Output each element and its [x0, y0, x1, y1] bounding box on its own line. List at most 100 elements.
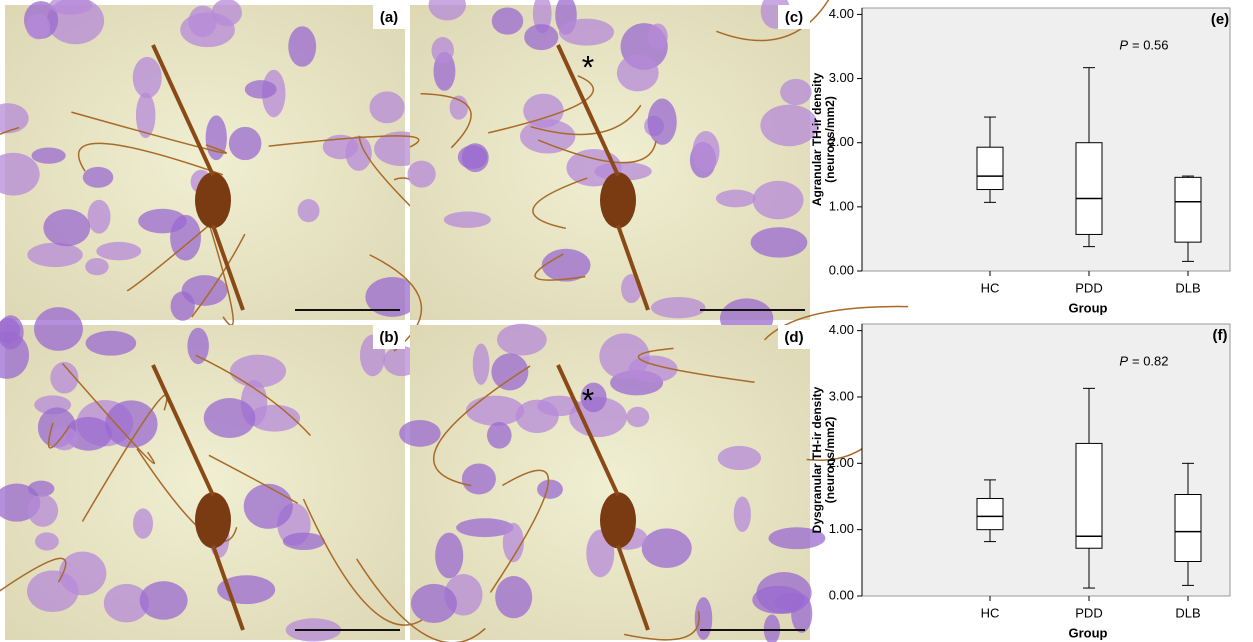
cell [695, 597, 712, 640]
cell [133, 57, 162, 98]
cell [35, 532, 59, 550]
box [1076, 143, 1102, 235]
p-value: = 0.56 [1132, 37, 1169, 52]
panel-label: (b) [379, 329, 398, 346]
cell [780, 79, 812, 105]
cell [648, 23, 668, 49]
cell [245, 80, 277, 98]
cell [204, 398, 256, 438]
figure: (a)(c)*(b)(d)*0.001.002.003.004.00Agranu… [0, 0, 1253, 642]
cell [28, 495, 58, 527]
cell [617, 54, 659, 91]
micrograph: (a) [0, 0, 469, 325]
cell [31, 147, 65, 163]
cell [431, 37, 453, 64]
cell [435, 533, 463, 579]
x-axis-title: Group [1069, 300, 1108, 315]
cell [407, 161, 435, 188]
x-tick-label: PDD [1075, 280, 1102, 295]
cell [188, 6, 216, 38]
cell [85, 258, 108, 275]
box [977, 147, 1003, 189]
box [1175, 177, 1201, 242]
box [977, 498, 1003, 529]
p-symbol: P [1119, 353, 1128, 368]
cell [140, 581, 188, 620]
cell [86, 331, 137, 356]
cell [487, 422, 512, 449]
cell [411, 584, 457, 623]
cell [133, 508, 153, 538]
cell [559, 19, 614, 46]
y-tick-label: 3.00 [829, 388, 854, 403]
cell [288, 26, 316, 67]
x-tick-label: HC [981, 605, 1000, 620]
cell [182, 275, 228, 306]
y-axis-title: Dysgranular TH-ir density [810, 386, 824, 533]
neuron [195, 492, 231, 548]
cell [26, 14, 50, 40]
cell [458, 145, 488, 169]
cell [369, 91, 404, 123]
cell [83, 167, 114, 188]
cell [43, 209, 90, 246]
cell [462, 463, 496, 494]
cell [27, 243, 82, 267]
cell [298, 199, 320, 222]
cell [734, 496, 751, 531]
y-tick-label: 1.00 [829, 198, 854, 213]
y-axis-title: (neurons/mm2) [823, 417, 837, 504]
panel-label: (e) [1211, 11, 1229, 28]
cell [753, 181, 804, 220]
cell [751, 227, 808, 257]
panel-label: (d) [784, 329, 803, 346]
panel-label: (a) [380, 9, 398, 26]
y-axis-title: Agranular TH-ir density [810, 73, 824, 207]
cell [651, 297, 705, 318]
panel-label: (f) [1213, 327, 1228, 344]
p-value: = 0.82 [1132, 353, 1169, 368]
cell [444, 211, 491, 227]
y-axis-title: (neurons/mm2) [823, 96, 837, 183]
cell [96, 242, 141, 260]
cell [399, 420, 441, 447]
x-tick-label: HC [981, 280, 1000, 295]
x-axis-title: Group [1069, 625, 1108, 640]
neuron [600, 172, 636, 228]
x-tick-label: DLB [1175, 280, 1200, 295]
y-tick-label: 0.00 [829, 262, 854, 277]
box [1175, 494, 1201, 561]
cell [497, 324, 547, 356]
cell [537, 480, 563, 499]
cell [524, 24, 558, 50]
cell [491, 353, 528, 390]
cell [466, 396, 524, 426]
p-symbol: P [1119, 37, 1128, 52]
neuron [600, 492, 636, 548]
cell [492, 8, 523, 35]
cell [718, 446, 761, 470]
cell [495, 576, 532, 618]
cell [244, 484, 293, 529]
asterisk: * [582, 49, 594, 85]
cell [187, 328, 208, 364]
panel-label: (c) [785, 9, 803, 26]
cell [648, 99, 677, 145]
cell [692, 131, 719, 172]
cell [27, 570, 79, 612]
cell [642, 528, 692, 568]
y-tick-label: 1.00 [829, 521, 854, 536]
cell [626, 407, 649, 427]
y-tick-label: 4.00 [829, 6, 854, 21]
cell [230, 355, 286, 388]
y-tick-label: 4.00 [829, 322, 854, 337]
neuron [195, 172, 231, 228]
cell [756, 572, 811, 614]
cell [450, 95, 468, 119]
asterisk: * [582, 382, 594, 418]
cell [51, 427, 78, 451]
cell [229, 127, 262, 160]
cell [716, 190, 756, 208]
cell [88, 200, 111, 234]
x-tick-label: PDD [1075, 605, 1102, 620]
